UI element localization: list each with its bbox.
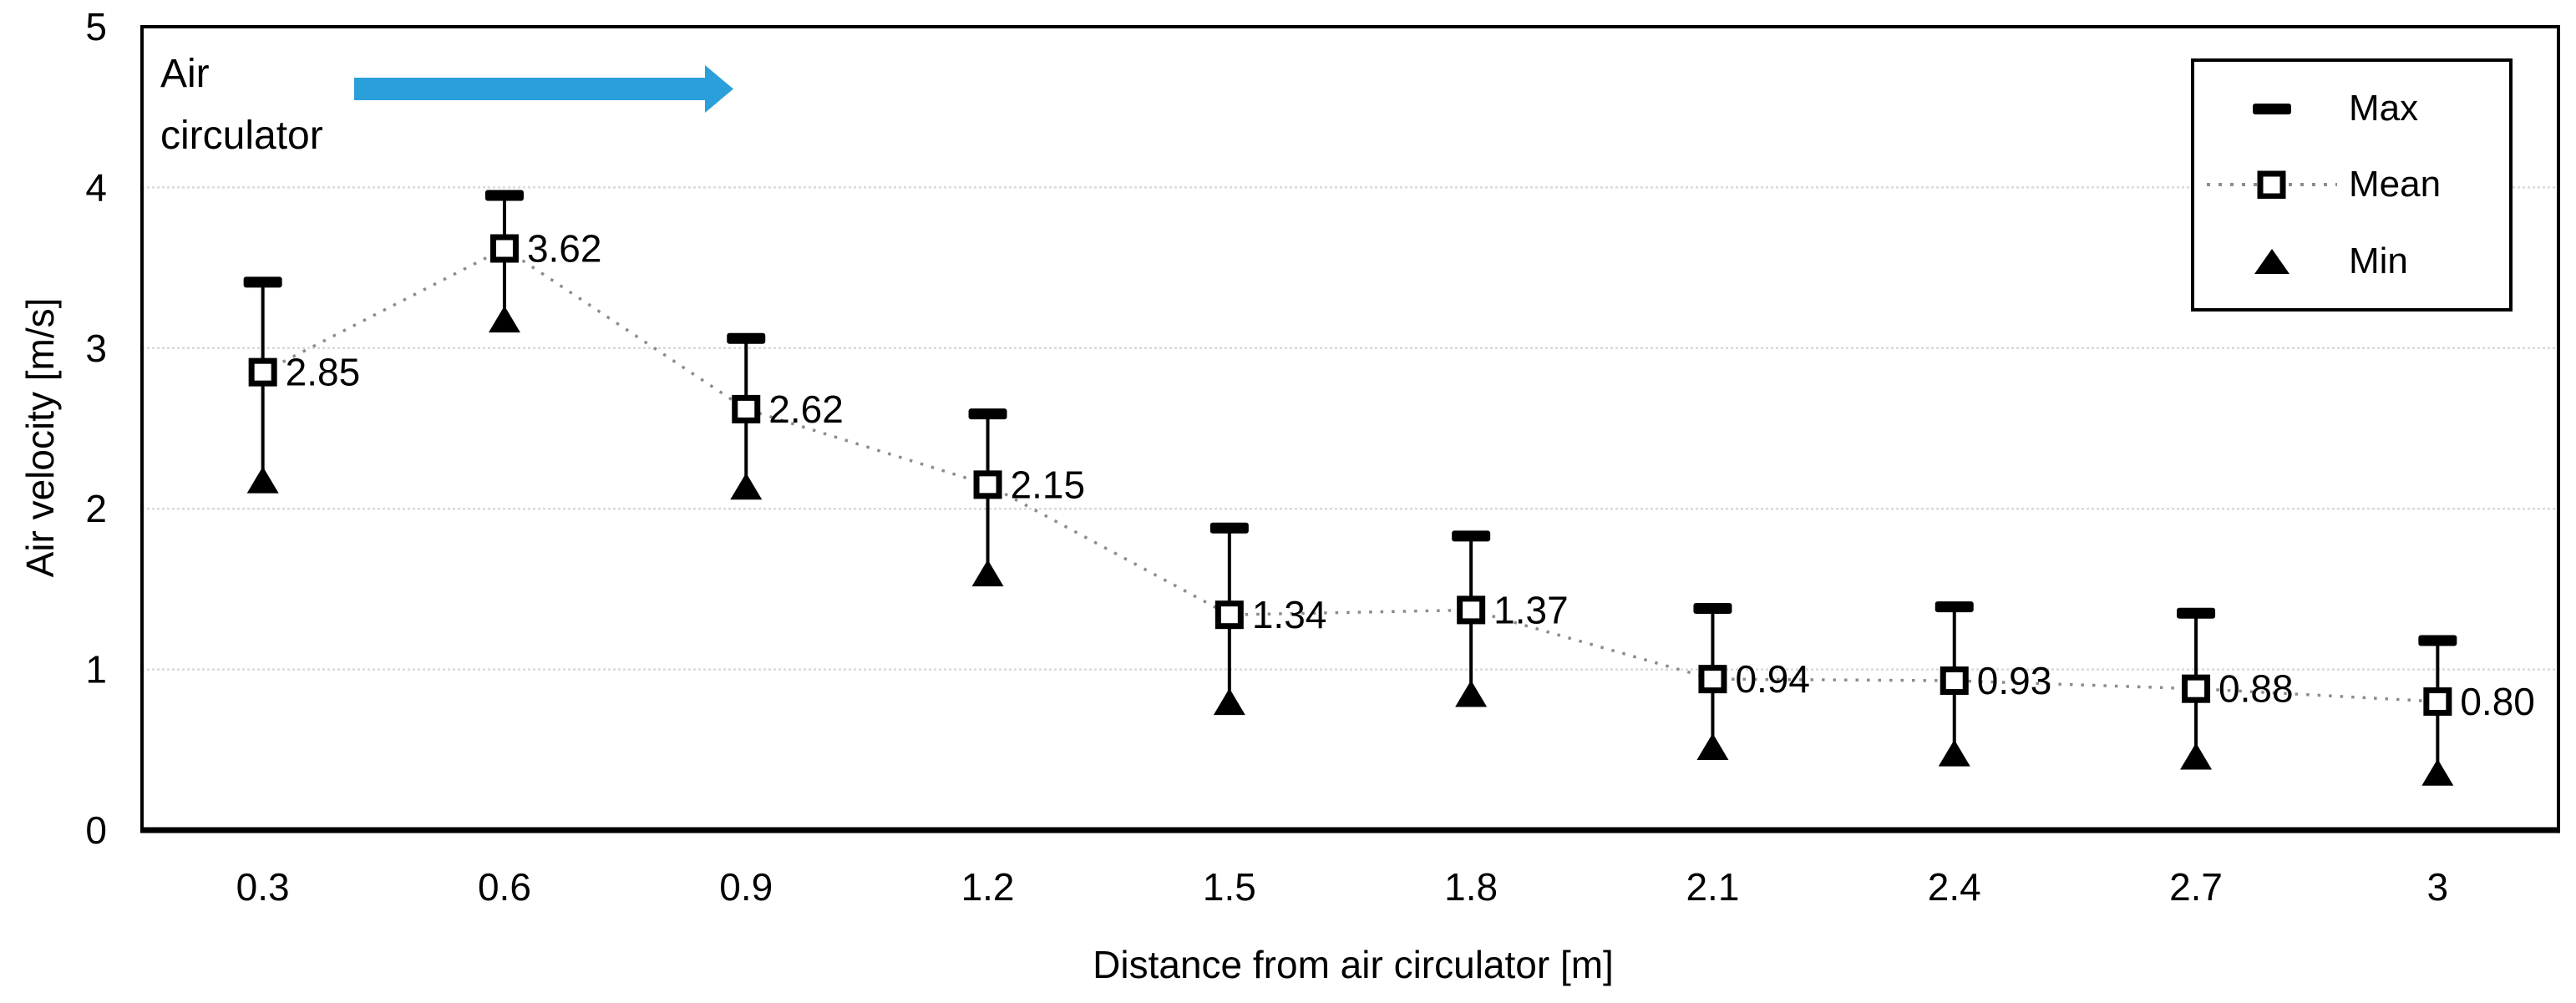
max-marker xyxy=(968,408,1007,420)
mean-marker xyxy=(248,357,277,387)
max-dash-icon xyxy=(2194,100,2349,117)
min-marker xyxy=(488,306,520,333)
mean-data-label: 0.80 xyxy=(2460,680,2535,723)
x-tick-label: 2.7 xyxy=(2169,865,2223,909)
mean-marker xyxy=(973,470,1002,499)
y-tick-label: 3 xyxy=(85,327,107,370)
x-tick-label: 1.2 xyxy=(961,865,1015,909)
max-marker xyxy=(2177,607,2216,619)
x-tick-label: 3 xyxy=(2427,865,2449,909)
max-marker xyxy=(484,190,524,201)
max-marker xyxy=(2418,635,2457,646)
min-marker xyxy=(1455,680,1488,707)
y-tick-label: 1 xyxy=(85,648,107,691)
x-tick-label: 1.5 xyxy=(1203,865,1256,909)
y-tick-label: 0 xyxy=(85,808,107,852)
mean-data-label: 1.34 xyxy=(1252,593,1327,636)
mean-data-label: 2.85 xyxy=(286,351,361,394)
mean-data-label: 3.62 xyxy=(527,227,602,271)
x-tick-label: 0.6 xyxy=(478,865,531,909)
x-tick-label: 2.1 xyxy=(1686,865,1739,909)
max-marker xyxy=(1693,602,1732,614)
mean-marker xyxy=(1940,666,1969,696)
mean-marker xyxy=(732,394,761,423)
min-marker xyxy=(246,466,279,494)
max-marker xyxy=(1935,601,1974,613)
x-tick-label: 0.3 xyxy=(236,865,290,909)
mean-marker xyxy=(1698,665,1727,694)
y-tick-label: 5 xyxy=(85,5,107,48)
mean-marker xyxy=(489,234,519,263)
x-tick-label: 0.9 xyxy=(719,865,773,909)
mean-data-label: 1.37 xyxy=(1493,588,1569,631)
x-tick-label: 1.8 xyxy=(1444,865,1498,909)
min-marker xyxy=(1213,688,1245,716)
legend: Max Mean Min xyxy=(2191,58,2513,312)
min-marker xyxy=(2421,758,2454,786)
mean-marker xyxy=(1457,595,1486,625)
mean-marker xyxy=(2182,674,2211,703)
mean-marker xyxy=(2423,687,2452,717)
max-marker xyxy=(727,332,766,344)
y-axis-title: Air velocity [m/s] xyxy=(18,297,62,578)
mean-data-label: 0.88 xyxy=(2219,667,2294,711)
x-tick-label: 2.4 xyxy=(1928,865,1981,909)
y-tick-label: 2 xyxy=(85,487,107,530)
mean-data-label: 2.62 xyxy=(768,388,844,431)
max-marker xyxy=(1209,522,1249,534)
min-marker xyxy=(1938,739,1970,767)
legend-item-mean: Mean xyxy=(2194,148,2509,221)
legend-label-max: Max xyxy=(2349,87,2419,129)
legend-item-min: Min xyxy=(2194,225,2509,298)
legend-label-mean: Mean xyxy=(2349,164,2442,205)
mean-square-icon xyxy=(2194,170,2349,200)
mean-data-label: 0.94 xyxy=(1735,657,1810,701)
mean-marker xyxy=(1214,600,1244,630)
min-marker xyxy=(2180,742,2213,770)
mean-data-label: 2.15 xyxy=(1011,463,1086,506)
x-axis-title: Distance from air circulator [m] xyxy=(1093,943,1614,986)
legend-label-min: Min xyxy=(2349,241,2408,282)
min-marker xyxy=(1696,732,1729,760)
mean-data-label: 0.93 xyxy=(1977,659,2052,702)
annotation-air-circulator: Air circulator xyxy=(160,52,323,159)
min-marker xyxy=(971,560,1004,587)
legend-item-max: Max xyxy=(2194,72,2509,145)
mean-line xyxy=(261,246,2438,703)
max-marker xyxy=(1452,530,1491,542)
min-marker xyxy=(730,473,763,500)
y-tick-label: 4 xyxy=(85,165,107,209)
max-marker xyxy=(243,276,282,288)
air-flow-arrow-icon xyxy=(354,65,733,113)
min-triangle-icon xyxy=(2194,246,2349,276)
